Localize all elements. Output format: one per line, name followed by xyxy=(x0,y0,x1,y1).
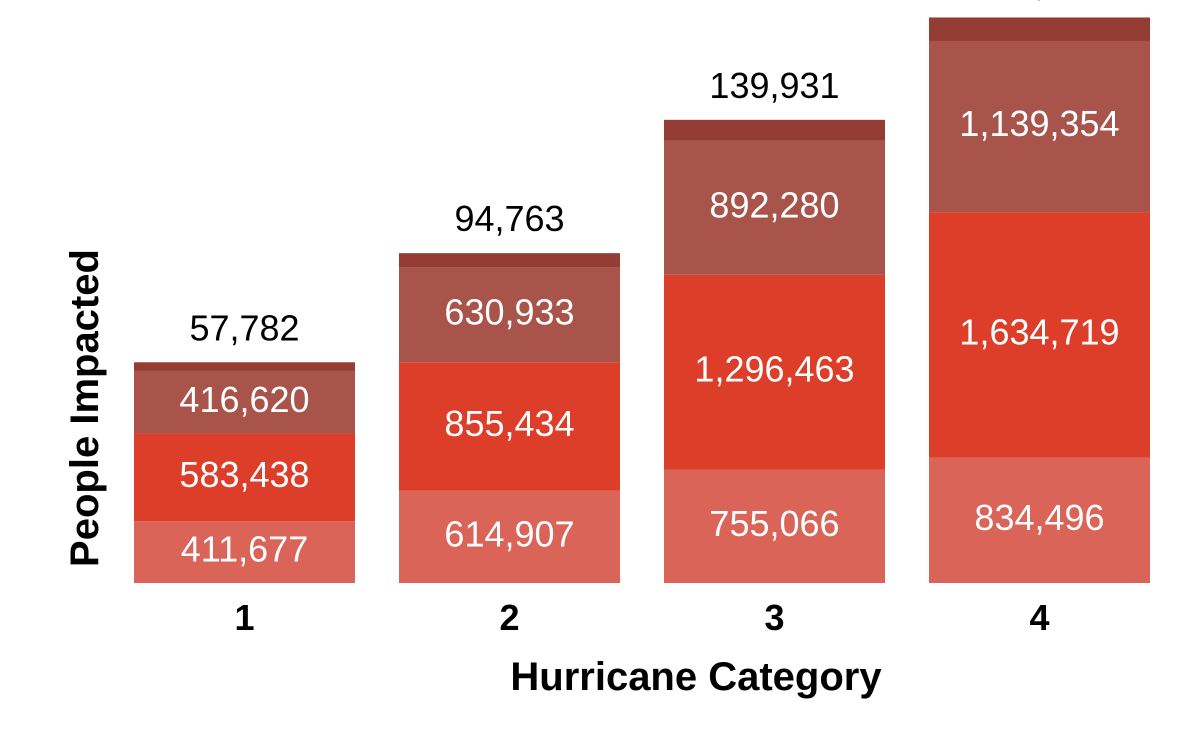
x-tick-label-2: 2 xyxy=(499,597,519,638)
bars-group xyxy=(134,17,1150,583)
bar-3-seg-d xyxy=(664,119,885,141)
x-ticks-group: 1 2 3 4 xyxy=(234,597,1049,638)
data-label-2-seg-b: 855,434 xyxy=(444,403,574,444)
y-axis-title: People Impacted xyxy=(63,249,107,567)
bar-2-seg-d xyxy=(399,253,620,268)
bar-3-seg-b xyxy=(664,274,885,470)
data-label-4-seg-d: 156,622 xyxy=(974,0,1104,3)
data-label-2-seg-d: 94,763 xyxy=(454,198,564,239)
data-label-1-seg-c: 416,620 xyxy=(179,379,309,420)
x-axis-title: Hurricane Category xyxy=(510,655,882,699)
bar-2-seg-a xyxy=(399,490,620,583)
data-label-3-seg-c: 892,280 xyxy=(709,184,839,225)
data-label-4-seg-a: 834,496 xyxy=(974,497,1104,538)
data-label-3-seg-d: 139,931 xyxy=(709,65,839,106)
x-tick-label-1: 1 xyxy=(234,597,254,638)
bar-1-seg-a xyxy=(134,521,355,583)
bar-3-seg-a xyxy=(664,469,885,583)
bar-4-seg-c xyxy=(929,40,1150,213)
x-tick-label-3: 3 xyxy=(764,597,784,638)
data-label-2-seg-c: 630,933 xyxy=(444,291,574,332)
bar-4-seg-b xyxy=(929,212,1150,458)
bar-2-seg-b xyxy=(399,362,620,491)
bar-4-seg-d xyxy=(929,17,1150,41)
bar-3-seg-c xyxy=(664,140,885,275)
data-label-4-seg-c: 1,139,354 xyxy=(959,103,1119,144)
data-label-1-seg-a: 411,677 xyxy=(181,529,308,570)
bar-1-seg-d xyxy=(134,362,355,371)
data-label-3-seg-a: 755,066 xyxy=(709,503,839,544)
x-tick-label-4: 4 xyxy=(1029,597,1049,638)
data-label-3-seg-b: 1,296,463 xyxy=(694,349,854,390)
bar-2-seg-c xyxy=(399,267,620,363)
data-label-4-seg-b: 1,634,719 xyxy=(959,311,1119,352)
bar-1-seg-b xyxy=(134,433,355,522)
data-label-1-seg-b: 583,438 xyxy=(179,454,309,495)
data-label-1-seg-d: 57,782 xyxy=(189,307,299,348)
data-label-2-seg-a: 614,907 xyxy=(444,513,574,554)
labels-group: 411,677 583,438 416,620 57,782 614,907 855,43… xyxy=(179,0,1119,570)
bar-1-seg-c xyxy=(134,370,355,434)
bar-4-seg-a xyxy=(929,457,1150,583)
